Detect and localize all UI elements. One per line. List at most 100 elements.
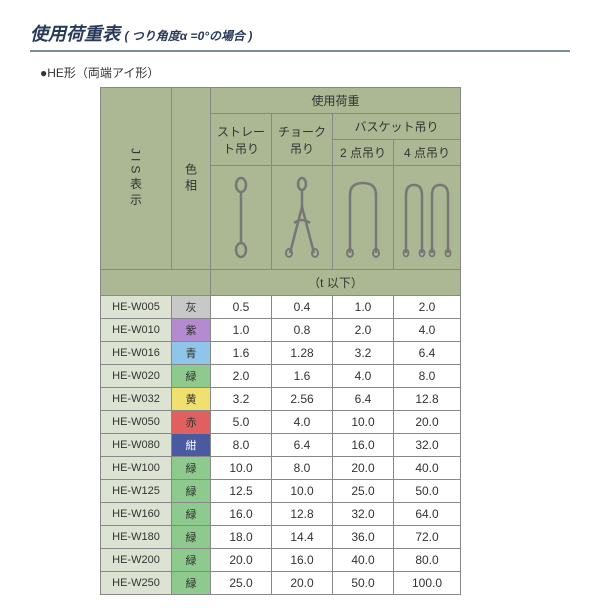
color-cell: 緑	[172, 503, 211, 526]
value-cell: 2.0	[211, 365, 272, 388]
value-cell: 8.0	[272, 457, 333, 480]
value-cell: 25.0	[211, 572, 272, 595]
jis-cell: HE-W080	[101, 434, 172, 457]
value-cell: 2.56	[272, 388, 333, 411]
value-cell: 1.6	[211, 342, 272, 365]
color-cell: 赤	[172, 411, 211, 434]
table-row: HE-W010紫1.00.82.04.0	[101, 319, 461, 342]
table-row: HE-W160緑16.012.832.064.0	[101, 503, 461, 526]
value-cell: 8.0	[394, 365, 461, 388]
value-cell: 2.0	[394, 296, 461, 319]
table-head: JIS表示 色相 使用荷重 ストレート吊り チョーク吊り バスケット吊り 2 点…	[101, 88, 461, 296]
jis-cell: HE-W050	[101, 411, 172, 434]
value-cell: 18.0	[211, 526, 272, 549]
value-cell: 1.28	[272, 342, 333, 365]
table-row: HE-W050赤5.04.010.020.0	[101, 411, 461, 434]
jis-cell: HE-W160	[101, 503, 172, 526]
value-cell: 12.5	[211, 480, 272, 503]
value-cell: 20.0	[211, 549, 272, 572]
value-cell: 2.0	[333, 319, 394, 342]
value-cell: 10.0	[272, 480, 333, 503]
header-straight: ストレート吊り	[211, 114, 272, 166]
table-row: HE-W080紺8.06.416.032.0	[101, 434, 461, 457]
value-cell: 64.0	[394, 503, 461, 526]
four-point-sling-icon	[398, 175, 456, 260]
value-cell: 50.0	[394, 480, 461, 503]
color-cell: 紺	[172, 434, 211, 457]
page-title: 使用荷重表	[30, 24, 120, 44]
value-cell: 3.2	[211, 388, 272, 411]
header-four-point: 4 点吊り	[394, 140, 461, 166]
value-cell: 12.8	[272, 503, 333, 526]
title-row: 使用荷重表 ( つり角度α =0°の場合 )	[30, 20, 570, 52]
value-cell: 32.0	[333, 503, 394, 526]
diagram-two-point	[333, 166, 394, 270]
table-row: HE-W032黄3.22.566.412.8	[101, 388, 461, 411]
value-cell: 80.0	[394, 549, 461, 572]
table-row: HE-W125緑12.510.025.050.0	[101, 480, 461, 503]
color-cell: 緑	[172, 365, 211, 388]
value-cell: 1.0	[333, 296, 394, 319]
value-cell: 8.0	[211, 434, 272, 457]
jis-cell: HE-W016	[101, 342, 172, 365]
jis-cell: HE-W250	[101, 572, 172, 595]
value-cell: 14.4	[272, 526, 333, 549]
color-cell: 緑	[172, 480, 211, 503]
jis-cell: HE-W010	[101, 319, 172, 342]
value-cell: 1.6	[272, 365, 333, 388]
color-cell: 緑	[172, 457, 211, 480]
value-cell: 50.0	[333, 572, 394, 595]
value-cell: 0.8	[272, 319, 333, 342]
straight-sling-icon	[221, 175, 261, 260]
color-cell: 緑	[172, 572, 211, 595]
value-cell: 72.0	[394, 526, 461, 549]
choke-sling-icon	[280, 175, 325, 260]
jis-cell: HE-W005	[101, 296, 172, 319]
value-cell: 16.0	[333, 434, 394, 457]
table-body: HE-W005灰0.50.41.02.0HE-W010紫1.00.82.04.0…	[101, 296, 461, 595]
table-row: HE-W100緑10.08.020.040.0	[101, 457, 461, 480]
header-choke: チョーク吊り	[272, 114, 333, 166]
table-row: HE-W200緑20.016.040.080.0	[101, 549, 461, 572]
header-two-point: 2 点吊り	[333, 140, 394, 166]
value-cell: 6.4	[394, 342, 461, 365]
value-cell: 25.0	[333, 480, 394, 503]
unit-label: （t 以下）	[211, 270, 461, 296]
header-basket: バスケット吊り	[333, 114, 461, 140]
page-subtitle: ( つり角度α =0°の場合 )	[124, 29, 252, 43]
value-cell: 20.0	[333, 457, 394, 480]
value-cell: 0.5	[211, 296, 272, 319]
table-row: HE-W180緑18.014.436.072.0	[101, 526, 461, 549]
table-row: HE-W005灰0.50.41.02.0	[101, 296, 461, 319]
value-cell: 16.0	[211, 503, 272, 526]
table-row: HE-W020緑2.01.64.08.0	[101, 365, 461, 388]
color-cell: 灰	[172, 296, 211, 319]
value-cell: 4.0	[272, 411, 333, 434]
value-cell: 10.0	[333, 411, 394, 434]
jis-cell: HE-W180	[101, 526, 172, 549]
jis-cell: HE-W125	[101, 480, 172, 503]
value-cell: 3.2	[333, 342, 394, 365]
color-cell: 緑	[172, 549, 211, 572]
jis-cell: HE-W020	[101, 365, 172, 388]
load-table: JIS表示 色相 使用荷重 ストレート吊り チョーク吊り バスケット吊り 2 点…	[100, 87, 461, 595]
value-cell: 4.0	[333, 365, 394, 388]
table-row: HE-W016青1.61.283.26.4	[101, 342, 461, 365]
value-cell: 6.4	[333, 388, 394, 411]
value-cell: 0.4	[272, 296, 333, 319]
value-cell: 32.0	[394, 434, 461, 457]
jis-cell: HE-W100	[101, 457, 172, 480]
table-row: HE-W250緑25.020.050.0100.0	[101, 572, 461, 595]
color-cell: 紫	[172, 319, 211, 342]
two-point-sling-icon	[338, 175, 388, 260]
header-color: 色相	[172, 88, 211, 270]
diagram-straight	[211, 166, 272, 270]
color-cell: 緑	[172, 526, 211, 549]
jis-cell: HE-W032	[101, 388, 172, 411]
color-cell: 黄	[172, 388, 211, 411]
value-cell: 20.0	[272, 572, 333, 595]
value-cell: 40.0	[394, 457, 461, 480]
color-cell: 青	[172, 342, 211, 365]
value-cell: 12.8	[394, 388, 461, 411]
value-cell: 10.0	[211, 457, 272, 480]
